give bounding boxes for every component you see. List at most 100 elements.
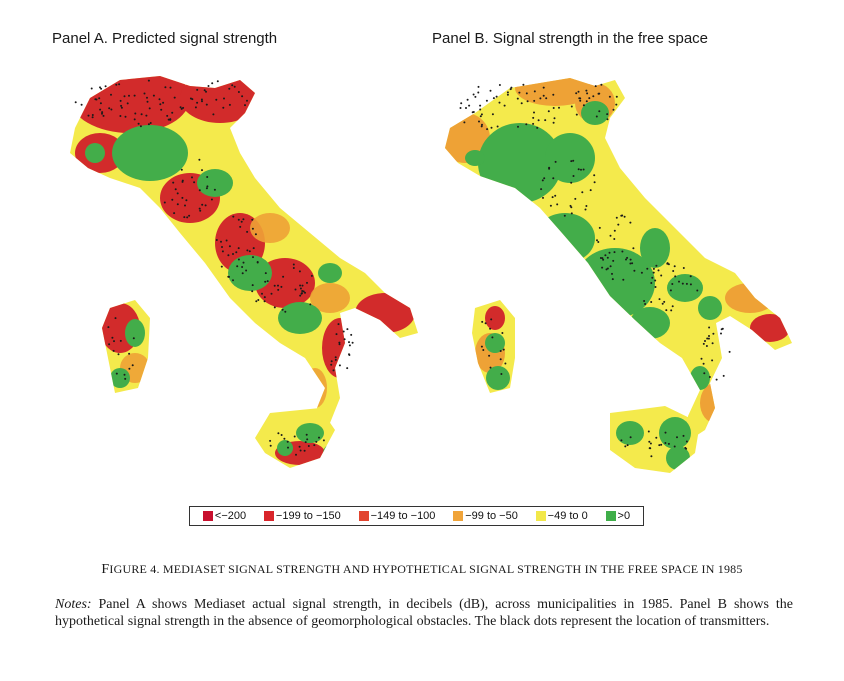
transmitter-dot xyxy=(522,83,525,86)
transmitter-dot xyxy=(241,95,244,98)
transmitter-dot xyxy=(707,337,710,340)
transmitter-dot xyxy=(304,441,307,444)
transmitter-dot xyxy=(251,284,254,287)
transmitter-dot xyxy=(526,100,529,103)
transmitter-dot xyxy=(499,358,502,361)
transmitter-dot xyxy=(163,201,166,204)
transmitter-dot xyxy=(183,216,186,219)
transmitter-dot xyxy=(113,340,115,343)
transmitter-dot xyxy=(292,267,295,269)
transmitter-dot xyxy=(120,106,123,109)
transmitter-dot xyxy=(210,198,213,201)
transmitter-dot xyxy=(203,89,206,92)
transmitter-dot xyxy=(612,259,615,262)
transmitter-dot xyxy=(246,99,248,102)
transmitter-dot xyxy=(518,91,521,94)
transmitter-dot xyxy=(485,99,488,102)
transmitter-dot xyxy=(596,239,598,242)
transmitter-dot xyxy=(648,447,651,450)
transmitter-dot xyxy=(334,358,337,361)
transmitter-dot xyxy=(225,239,228,242)
transmitter-dot xyxy=(99,102,102,105)
transmitter-dot xyxy=(220,240,222,243)
transmitter-dot xyxy=(700,357,703,360)
transmitter-dot xyxy=(533,111,535,114)
transmitter-dot xyxy=(601,266,604,269)
transmitter-dot xyxy=(158,98,161,101)
transmitter-dot xyxy=(702,342,705,345)
transmitter-dot xyxy=(273,284,276,287)
transmitter-dot xyxy=(626,256,629,259)
transmitter-dot xyxy=(299,294,302,297)
transmitter-dot xyxy=(216,80,219,83)
transmitter-dot xyxy=(536,126,539,129)
transmitter-dot xyxy=(612,108,615,111)
transmitter-dot xyxy=(228,245,231,248)
transmitter-dot xyxy=(551,196,554,199)
transmitter-dot xyxy=(593,174,596,177)
transmitter-dot xyxy=(251,218,254,221)
transmitter-dot xyxy=(703,372,706,375)
transmitter-dot xyxy=(180,168,183,171)
transmitter-dot xyxy=(295,453,297,456)
transmitter-dot xyxy=(489,366,492,369)
transmitter-dot xyxy=(728,350,731,353)
transmitter-dot xyxy=(131,364,134,367)
transmitter-dot xyxy=(502,348,505,351)
transmitter-dot xyxy=(661,302,664,305)
transmitter-dot xyxy=(337,323,340,326)
transmitter-dot xyxy=(542,94,545,97)
transmitter-dot xyxy=(134,112,137,115)
notes-label: Notes: xyxy=(55,597,92,612)
transmitter-dot xyxy=(629,258,632,261)
transmitter-dot xyxy=(306,438,309,441)
transmitter-dot xyxy=(263,296,266,299)
transmitter-dot xyxy=(80,103,83,106)
transmitter-dot xyxy=(292,263,295,266)
transmitter-dot xyxy=(140,113,143,116)
transmitter-dot xyxy=(346,367,349,370)
transmitter-dot xyxy=(256,261,259,263)
transmitter-dot xyxy=(472,93,475,96)
transmitter-dot xyxy=(585,100,588,103)
transmitter-dot xyxy=(332,369,335,372)
transmitter-dot xyxy=(629,221,632,224)
transmitter-dot xyxy=(543,177,546,180)
transmitter-dot xyxy=(343,338,346,341)
transmitter-dot xyxy=(506,93,509,96)
transmitter-dot xyxy=(220,265,223,268)
legend-item: <−200 xyxy=(202,510,246,522)
transmitter-dot xyxy=(287,446,289,449)
transmitter-dot xyxy=(486,128,489,131)
transmitter-dot xyxy=(495,95,498,98)
transmitter-dot xyxy=(570,206,573,209)
transmitter-dot xyxy=(269,444,272,447)
transmitter-dot xyxy=(269,439,272,442)
transmitter-dot xyxy=(525,123,528,126)
transmitter-dot xyxy=(241,272,244,275)
transmitter-dot xyxy=(650,282,653,284)
transmitter-dot xyxy=(171,111,174,114)
legend-swatch xyxy=(535,511,546,521)
transmitter-dot xyxy=(120,104,123,107)
transmitter-dot xyxy=(463,121,466,124)
transmitter-dot xyxy=(629,436,632,439)
transmitter-dot xyxy=(715,378,718,381)
transmitter-dot xyxy=(498,84,501,86)
transmitter-dot xyxy=(176,203,179,206)
transmitter-dot xyxy=(180,107,183,110)
transmitter-dot xyxy=(570,181,573,184)
transmitter-dot xyxy=(184,204,186,207)
legend-label: −199 to −150 xyxy=(275,510,341,522)
transmitter-dot xyxy=(162,101,165,104)
transmitter-dot xyxy=(348,344,351,347)
transmitter-dot xyxy=(124,377,127,380)
transmitter-dot xyxy=(231,84,234,87)
transmitter-dot xyxy=(702,362,705,365)
transmitter-dot xyxy=(605,268,608,271)
transmitter-dot xyxy=(592,95,595,98)
figure-caption: FIGURE 4. MEDIASET SIGNAL STRENGTH AND H… xyxy=(0,561,844,578)
transmitter-dot xyxy=(237,91,240,93)
transmitter-dot xyxy=(299,287,302,290)
transmitter-dot xyxy=(205,103,208,106)
